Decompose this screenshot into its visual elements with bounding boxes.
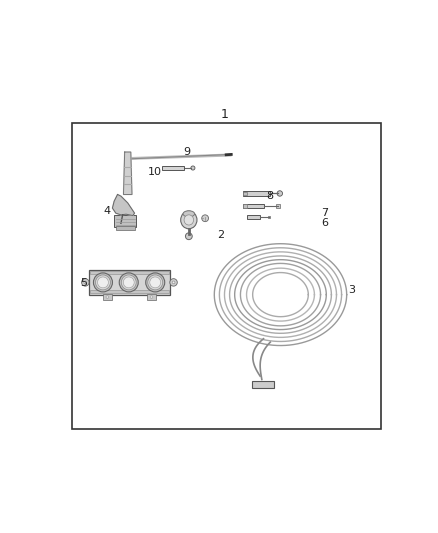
Bar bbox=[90, 290, 169, 293]
Ellipse shape bbox=[183, 211, 194, 217]
Polygon shape bbox=[124, 152, 132, 195]
Circle shape bbox=[98, 277, 108, 288]
Bar bbox=[114, 215, 136, 227]
Text: 3: 3 bbox=[348, 285, 355, 295]
Circle shape bbox=[119, 273, 138, 292]
Circle shape bbox=[124, 277, 134, 288]
Bar bbox=[162, 166, 184, 171]
Circle shape bbox=[106, 296, 109, 298]
Circle shape bbox=[84, 281, 87, 284]
Circle shape bbox=[95, 275, 110, 290]
Circle shape bbox=[150, 277, 161, 288]
Bar bbox=[90, 271, 169, 274]
Circle shape bbox=[121, 275, 136, 290]
Bar bbox=[247, 215, 260, 219]
Text: 8: 8 bbox=[267, 191, 274, 201]
Text: 6: 6 bbox=[321, 219, 328, 228]
Polygon shape bbox=[113, 195, 134, 215]
Bar bbox=[243, 192, 247, 195]
Circle shape bbox=[202, 215, 208, 222]
Text: 10: 10 bbox=[148, 167, 162, 177]
Circle shape bbox=[81, 279, 89, 286]
Text: 7: 7 bbox=[321, 208, 328, 218]
Circle shape bbox=[191, 166, 195, 170]
Circle shape bbox=[170, 279, 177, 286]
Text: 5: 5 bbox=[80, 278, 87, 288]
Bar bbox=[268, 216, 270, 219]
Polygon shape bbox=[130, 154, 231, 159]
Bar bbox=[116, 226, 134, 230]
Circle shape bbox=[148, 275, 162, 290]
Bar bbox=[147, 294, 156, 300]
Ellipse shape bbox=[181, 211, 197, 229]
Bar bbox=[251, 381, 274, 388]
Bar bbox=[103, 294, 112, 300]
Bar bbox=[243, 204, 247, 208]
Ellipse shape bbox=[184, 215, 194, 225]
Circle shape bbox=[93, 273, 113, 292]
Bar bbox=[243, 191, 270, 196]
Bar bbox=[243, 204, 264, 208]
Bar bbox=[276, 204, 280, 208]
Circle shape bbox=[150, 296, 153, 298]
Text: 4: 4 bbox=[104, 206, 111, 216]
Circle shape bbox=[146, 273, 165, 292]
Circle shape bbox=[172, 281, 175, 284]
Circle shape bbox=[277, 191, 283, 196]
Text: 9: 9 bbox=[184, 147, 191, 157]
Text: 2: 2 bbox=[218, 230, 225, 240]
Bar bbox=[88, 270, 170, 295]
Circle shape bbox=[185, 233, 192, 240]
Text: 1: 1 bbox=[221, 108, 228, 121]
